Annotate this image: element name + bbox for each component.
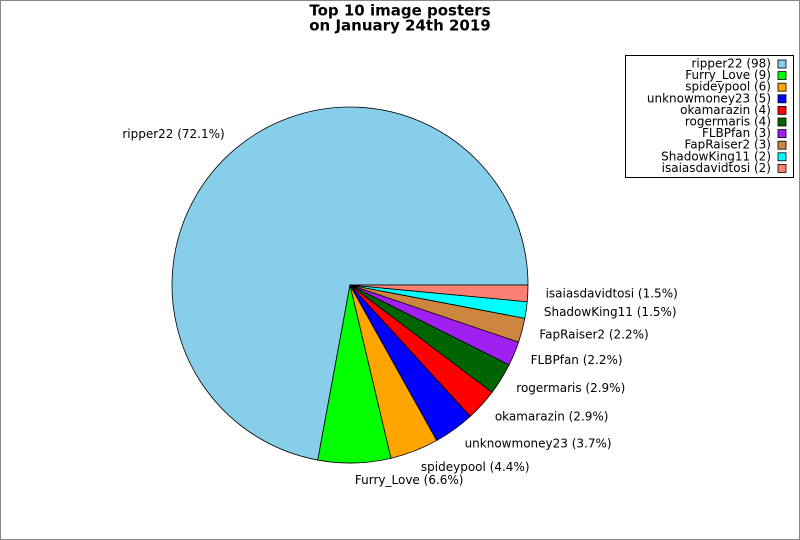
slice-label: FLBPfan (2.2%) — [531, 353, 623, 367]
legend-swatch — [777, 140, 787, 150]
legend-label: Furry_Love (9) — [685, 68, 771, 82]
slice-label: rogermaris (2.9%) — [516, 381, 625, 395]
pie-slice — [349, 284, 529, 303]
legend-swatch — [777, 71, 787, 80]
legend-label: unknowmoney23 (5) — [647, 91, 771, 105]
legend-label: spideypool (6) — [685, 80, 771, 94]
legend-swatch — [777, 117, 787, 127]
legend-swatch — [777, 129, 787, 139]
legend-swatch — [777, 163, 787, 173]
legend-swatch — [777, 94, 787, 104]
legend-label: FLBPfan (3) — [702, 126, 771, 140]
legend-label: okamarazin (4) — [680, 103, 771, 117]
slice-label: Furry_Love (6.6%) — [355, 473, 464, 487]
legend-swatch — [777, 152, 787, 162]
legend-swatch — [777, 59, 787, 69]
slice-label: ripper22 (72.1%) — [122, 127, 224, 141]
legend-label: ripper22 (98) — [691, 57, 771, 71]
legend-label: FapRaiser2 (3) — [684, 138, 771, 152]
legend-label: ShadowKing11 (2) — [661, 149, 771, 163]
slice-label: ShadowKing11 (1.5%) — [544, 305, 677, 319]
slice-label: isaiasdavidtosi (1.5%) — [546, 287, 678, 301]
chart-title: Top 10 image posters — [309, 2, 490, 20]
legend-swatch — [777, 82, 787, 92]
slice-label: unknowmoney23 (3.7%) — [465, 436, 612, 450]
slice-label: spideypool (4.4%) — [421, 460, 530, 474]
chart-subtitle: on January 24th 2019 — [309, 17, 490, 35]
slice-label: okamarazin (2.9%) — [495, 409, 609, 423]
slice-label: FapRaiser2 (2.2%) — [539, 327, 648, 341]
pie-slice — [171, 106, 529, 461]
legend-label: isaiasdavidtosi (2) — [662, 161, 771, 175]
legend-box — [625, 55, 794, 178]
legend-label: rogermaris (4) — [685, 115, 771, 129]
legend-swatch — [777, 106, 787, 115]
